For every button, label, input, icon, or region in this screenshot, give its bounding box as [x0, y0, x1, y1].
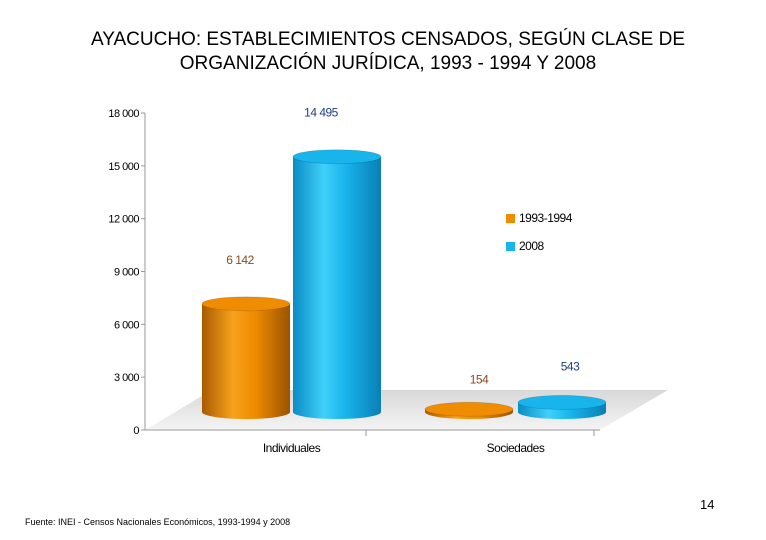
- legend-swatch: [506, 214, 515, 223]
- bar-2008-Individuales: [292, 149, 382, 420]
- bar-body: [202, 303, 290, 419]
- data-label: 154: [470, 372, 489, 386]
- bar-1993-1994-Individuales: [201, 296, 291, 419]
- data-label: 6 142: [226, 253, 254, 267]
- y-tick-label: 9 000: [114, 267, 139, 279]
- source-note: Fuente: INEI - Censos Nacionales Económi…: [25, 517, 291, 527]
- legend-label: 2008: [519, 239, 545, 253]
- bar-body: [293, 156, 381, 420]
- y-tick-label: 0: [133, 425, 139, 437]
- chart-title-line-1: AYACUCHO: ESTABLECIMIENTOS CENSADOS, SEG…: [90, 29, 686, 50]
- bar-top: [292, 149, 382, 165]
- y-tick-label: 12 000: [108, 214, 139, 226]
- legend-swatch: [506, 242, 515, 251]
- bar-top: [201, 296, 291, 312]
- category-label: Individuales: [263, 441, 321, 455]
- page-number: 14: [700, 497, 715, 512]
- bar-top: [424, 401, 514, 417]
- bar-2008-Sociedades: [517, 395, 607, 419]
- y-tick-label: 15 000: [108, 161, 139, 173]
- data-label: 14 495: [304, 106, 339, 120]
- chart-title-line-2: ORGANIZACIÓN JURÍDICA, 1993 - 1994 Y 200…: [179, 53, 597, 74]
- category-label: Sociedades: [487, 441, 545, 455]
- data-label: 543: [561, 359, 580, 373]
- y-tick-label: 3 000: [114, 372, 139, 384]
- legend-label: 1993-1994: [519, 211, 573, 225]
- y-tick-label: 6 000: [114, 319, 139, 331]
- bar-1993-1994-Sociedades: [424, 401, 514, 419]
- chart-title: AYACUCHO: ESTABLECIMIENTOS CENSADOS, SEG…: [20, 28, 756, 76]
- y-tick-label: 18 000: [108, 108, 139, 120]
- bar-top: [517, 395, 607, 410]
